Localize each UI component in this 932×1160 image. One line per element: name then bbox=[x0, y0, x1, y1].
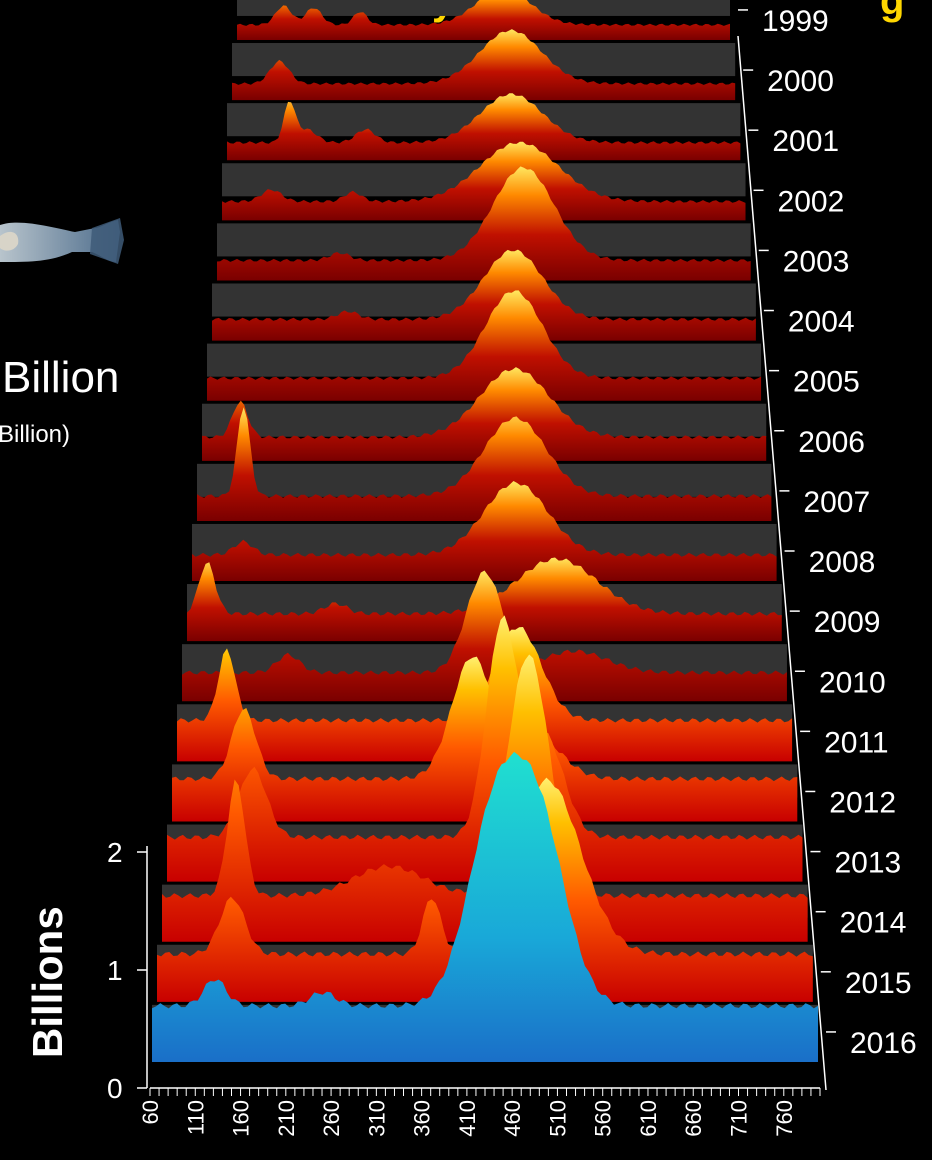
year-label-2004: 2004 bbox=[788, 306, 855, 339]
x-tick-label: 260 bbox=[319, 1100, 344, 1137]
y-axis-label: Billions bbox=[24, 906, 71, 1058]
x-tick-label: 760 bbox=[772, 1100, 797, 1137]
ridge-1999 bbox=[237, 0, 730, 40]
year-label-2003: 2003 bbox=[783, 245, 850, 278]
ridge-2010 bbox=[182, 570, 787, 702]
x-tick-label: 460 bbox=[500, 1100, 525, 1137]
x-tick-label: 160 bbox=[229, 1100, 254, 1137]
fish-image bbox=[0, 218, 124, 264]
x-tick-label: 610 bbox=[636, 1100, 661, 1137]
year-label-2006: 2006 bbox=[798, 426, 865, 459]
ridge-2004 bbox=[212, 249, 756, 341]
x-tick-label: 410 bbox=[455, 1100, 480, 1137]
x-tick-label: 710 bbox=[727, 1100, 752, 1137]
ridge-2005 bbox=[207, 290, 762, 401]
y-tick-label: 0 bbox=[107, 1073, 123, 1104]
x-tick-label: 60 bbox=[138, 1100, 163, 1124]
depth-axis-line bbox=[737, 35, 827, 1091]
side-text-billion-small: Billion) bbox=[0, 421, 70, 448]
year-label-2016: 2016 bbox=[850, 1027, 917, 1060]
y-tick-label: 1 bbox=[107, 955, 123, 986]
year-label-2001: 2001 bbox=[772, 125, 839, 158]
year-label-2015: 2015 bbox=[845, 967, 912, 1000]
ridge-2007 bbox=[197, 407, 772, 521]
year-label-2008: 2008 bbox=[809, 546, 876, 579]
year-label-2011: 2011 bbox=[824, 726, 889, 759]
year-label-2012: 2012 bbox=[829, 787, 896, 820]
ridge-2016 bbox=[152, 751, 818, 1062]
year-label-2013: 2013 bbox=[834, 847, 901, 880]
year-label-2014: 2014 bbox=[840, 907, 907, 940]
ridge-2002 bbox=[222, 141, 746, 221]
y-tick-label: 2 bbox=[107, 837, 123, 868]
title-fragment-right: g bbox=[880, 0, 904, 23]
year-label-2005: 2005 bbox=[793, 366, 860, 399]
side-text-billion: Billion bbox=[2, 353, 119, 402]
axes-group: 1999 2000 2001 2002 2003 2004 2005 2006 2007 2008… bbox=[24, 5, 917, 1137]
ridge-2000 bbox=[232, 29, 736, 101]
x-tick-label: 510 bbox=[545, 1100, 570, 1137]
year-label-2009: 2009 bbox=[814, 606, 881, 639]
x-tick-label: 660 bbox=[681, 1100, 706, 1137]
x-tick-label: 360 bbox=[410, 1100, 435, 1137]
x-tick-label: 310 bbox=[364, 1100, 389, 1137]
x-tick-label: 110 bbox=[183, 1100, 208, 1135]
ridge-series-group bbox=[152, 0, 818, 1062]
year-label-2007: 2007 bbox=[803, 486, 870, 519]
ridge-2013 bbox=[167, 615, 803, 882]
x-tick-label: 210 bbox=[274, 1100, 299, 1137]
x-tick-label: 560 bbox=[591, 1100, 616, 1137]
ridge-2001 bbox=[227, 93, 741, 161]
ridge-2008 bbox=[192, 481, 777, 582]
ridge-2009 bbox=[187, 557, 782, 642]
ridge-2006 bbox=[202, 367, 767, 461]
year-label-1999: 1999 bbox=[762, 5, 829, 38]
year-label-2000: 2000 bbox=[767, 65, 834, 98]
year-label-2010: 2010 bbox=[819, 666, 886, 699]
year-label-2002: 2002 bbox=[778, 185, 845, 218]
ridge-2003 bbox=[217, 166, 751, 281]
